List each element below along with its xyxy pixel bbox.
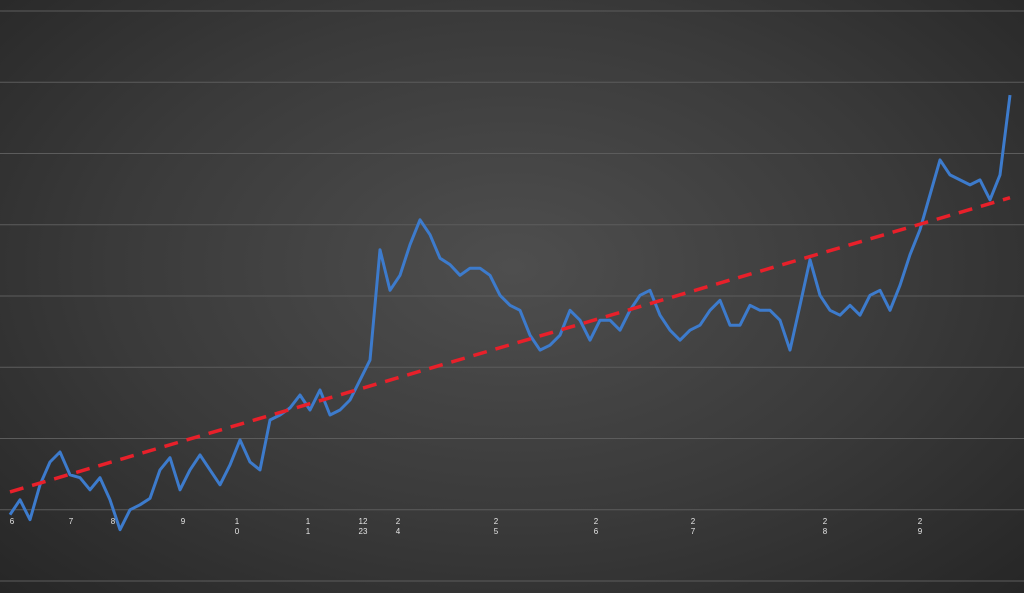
data-line	[8, 94, 1012, 532]
x-tick-label: 8	[110, 517, 116, 526]
x-tick-label: 1 0	[234, 517, 240, 536]
x-tick-label: 1 1	[305, 517, 311, 536]
x-tick-label: 7	[68, 517, 74, 526]
x-tick-label: 2 4	[395, 517, 401, 536]
x-tick-label: 2 8	[822, 517, 828, 536]
x-tick-label: 12 23	[358, 517, 368, 536]
x-tick-label: 6	[9, 517, 15, 526]
x-tick-label: 9	[180, 517, 186, 526]
trend-line	[9, 196, 1011, 494]
x-tick-label: 2 6	[593, 517, 599, 536]
x-tick-label: 2 7	[690, 517, 696, 536]
x-tick-label: 2 5	[493, 517, 499, 536]
x-tick-label: 2 9	[917, 517, 923, 536]
